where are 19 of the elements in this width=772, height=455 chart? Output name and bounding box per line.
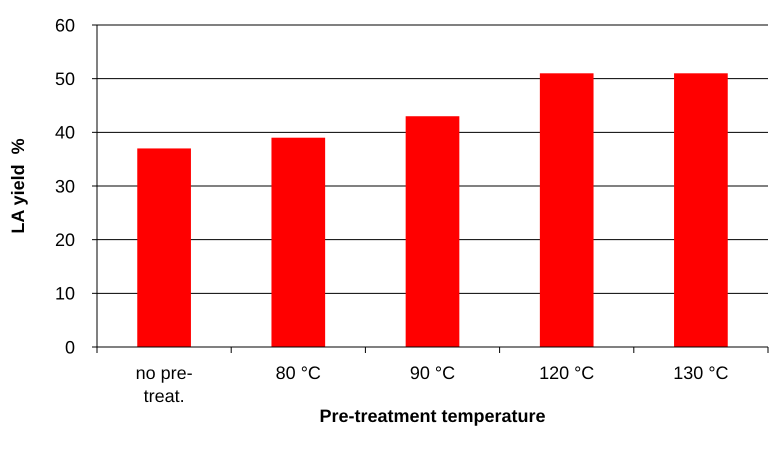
x-tick-label: 90 °C bbox=[410, 363, 456, 383]
bar bbox=[406, 116, 460, 347]
y-tick-label: 40 bbox=[54, 122, 75, 143]
x-tick-label: 120 °C bbox=[539, 363, 594, 383]
y-tick-label: 50 bbox=[54, 68, 75, 89]
y-tick-label: 60 bbox=[54, 15, 75, 36]
x-axis-title: Pre-treatment temperature bbox=[319, 406, 546, 426]
y-tick-label: 0 bbox=[64, 337, 75, 358]
y-tick-label: 20 bbox=[54, 230, 75, 250]
x-tick-label: no pre-treat. bbox=[136, 363, 193, 406]
x-tick-label: 80 °C bbox=[276, 363, 321, 383]
bar bbox=[271, 138, 326, 347]
x-tick-label: 130 °C bbox=[673, 363, 729, 383]
bar bbox=[674, 73, 728, 347]
y-tick-label: 10 bbox=[54, 284, 75, 304]
bar bbox=[137, 148, 191, 347]
bar bbox=[540, 73, 594, 347]
y-axis-title: LA yield % bbox=[8, 138, 28, 234]
y-tick-label: 30 bbox=[54, 176, 75, 196]
